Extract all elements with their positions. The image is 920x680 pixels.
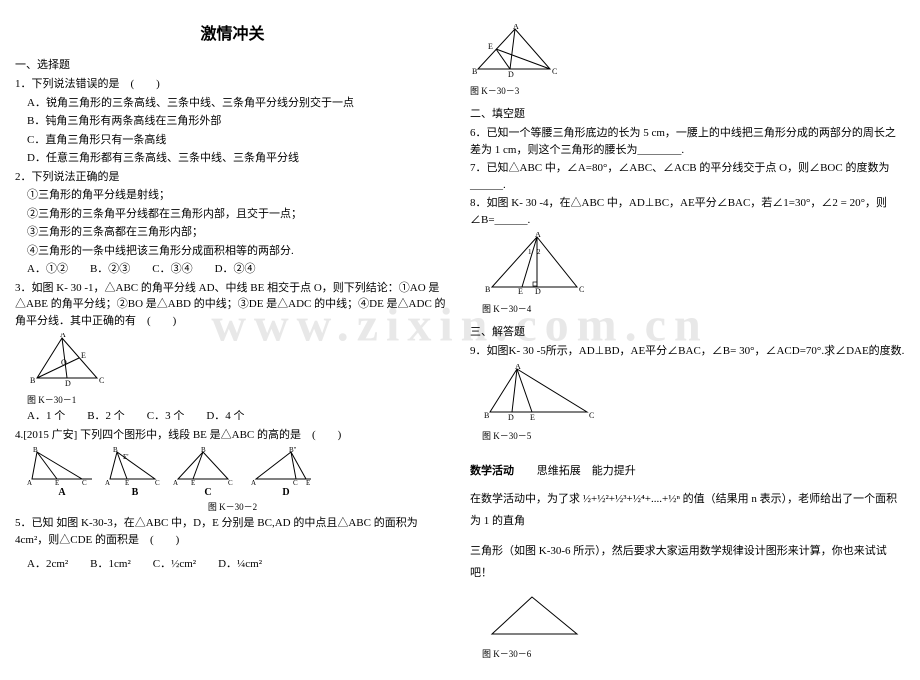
fig2-label-c: C: [204, 487, 211, 498]
question-8: 8．如图 K- 30 -4，在△ABC 中，AD⊥BC，AE平分∠BAC，若∠1…: [470, 195, 905, 228]
question-6: 6．已知一个等腰三角形底边的长为 5 cm，一腰上的中线把三角形分成的两部分的周…: [470, 125, 905, 158]
q1-opt-b: B．钝角三角形有两条高线在三角形外部: [27, 113, 450, 130]
svg-text:C: C: [579, 285, 584, 294]
figure-1: A B C D E O: [27, 333, 450, 391]
svg-text:A: A: [105, 479, 110, 487]
q1-opt-a: A．锐角三角形的三条高线、三条中线、三条角平分线分别交于一点: [27, 95, 450, 112]
svg-text:1: 1: [528, 248, 532, 256]
left-column: 激情冲关 一、选择题 1．下列说法错误的是 ( ) A．锐角三角形的三条高线、三…: [15, 20, 450, 660]
figure-6: [482, 592, 905, 645]
math-activity-section: 数学活动 思维拓展 能力提升 在数学活动中，为了求 ½+½²+½³+½⁴+...…: [470, 462, 905, 660]
svg-text:B: B: [484, 411, 489, 420]
question-7: 7．已知△ABC 中，∠A=80°，∠ABC、∠ACB 的平分线交于点 O，则∠…: [470, 160, 905, 193]
svg-text:B'': B'': [289, 447, 296, 454]
svg-text:B: B: [113, 447, 118, 454]
question-5: 5．已知 如图 K-30-3，在△ABC 中，D，E 分别是 BC,AD 的中点…: [15, 515, 450, 548]
q2-stmt-3: ③三角形的三条高都在三角形内部；: [27, 224, 450, 241]
svg-text:C: C: [293, 479, 298, 487]
svg-text:B: B: [485, 285, 490, 294]
figure-3: A B C D E: [470, 24, 905, 82]
svg-text:C: C: [99, 376, 104, 385]
math-title-main: 数学活动: [470, 465, 514, 477]
svg-text:A: A: [60, 333, 66, 339]
svg-text:A: A: [173, 479, 178, 487]
q2-options: A．①② B．②③ C．③④ D．②④: [27, 261, 450, 278]
q5-options: A．2cm² B．1cm² C．½cm² D．¼cm²: [27, 556, 450, 573]
svg-text:A: A: [27, 479, 32, 487]
svg-text:E: E: [81, 351, 86, 360]
fig2-label-d: D: [282, 487, 289, 498]
svg-text:A: A: [513, 24, 519, 31]
svg-text:C: C: [228, 479, 233, 487]
svg-text:D: D: [65, 379, 71, 388]
svg-text:2: 2: [537, 248, 541, 256]
figure-1-svg: A B C D E O: [27, 333, 107, 388]
q2-stmt-2: ②三角形的三条角平分线都在三角形内部，且交于一点；: [27, 206, 450, 223]
figure-6-caption: 图 K－30－6: [482, 647, 905, 660]
question-1: 1．下列说法错误的是 ( ): [15, 76, 450, 93]
math-title-sub: 思维拓展 能力提升: [537, 465, 636, 477]
svg-text:A: A: [535, 232, 541, 239]
fig2-label-b: B: [132, 487, 139, 498]
question-3: 3．如图 K- 30 -1，△ABC 的角平分线 AD、中线 BE 相交于点 O…: [15, 280, 450, 330]
section-3-header: 三、解答题: [470, 323, 905, 339]
math-paragraph-2: 三角形（如图 K-30-6 所示），然后要求大家运用数学规律设计图形来计算，你也…: [470, 540, 905, 584]
figure-2-row: B A C E A B A E C E' B: [27, 447, 450, 498]
question-4: 4.[2015 广安] 下列四个图形中，线段 BE 是△ABC 的高的是 ( ): [15, 427, 450, 444]
q1-opt-d: D．任意三角形都有三条高线、三条中线、三条角平分线: [27, 150, 450, 167]
fig2-label-a: A: [58, 487, 65, 498]
svg-text:O: O: [61, 358, 67, 367]
svg-text:C: C: [155, 479, 160, 487]
figure-2b: B A E C E' B: [105, 447, 165, 498]
figure-4-caption: 图 K－30－4: [482, 302, 905, 315]
figure-5: A B D E C: [482, 364, 905, 427]
svg-text:E: E: [55, 479, 59, 487]
figure-5-caption: 图 K－30－5: [482, 429, 905, 442]
question-9: 9．如图K- 30 -5所示，AD⊥BD，AE平分∠BAC，∠B= 30°，∠A…: [470, 343, 905, 360]
svg-text:A: A: [251, 479, 256, 487]
figure-2d: B'' A C E D: [251, 447, 321, 498]
figure-1-caption: 图 K－30－1: [27, 393, 450, 406]
svg-text:E: E: [488, 42, 493, 51]
svg-text:E: E: [518, 287, 523, 296]
figure-4: A B C E D 1 2: [482, 232, 905, 300]
q2-stmt-1: ①三角形的角平分线是射线；: [27, 187, 450, 204]
svg-text:B: B: [472, 67, 477, 76]
svg-text:B: B: [33, 447, 38, 454]
page-title: 激情冲关: [15, 20, 450, 44]
svg-text:D: D: [508, 413, 514, 422]
question-2: 2．下列说法正确的是: [15, 169, 450, 186]
svg-text:B: B: [201, 447, 206, 454]
q3-options: A．1 个 B．2 个 C．3 个 D．4 个: [27, 408, 450, 425]
math-activity-title: 数学活动 思维拓展 能力提升: [470, 462, 905, 478]
figure-2a: B A C E A: [27, 447, 97, 498]
svg-text:E: E: [530, 413, 535, 422]
figure-3-caption: 图 K－30－3: [470, 84, 905, 97]
section-1-header: 一、选择题: [15, 56, 450, 72]
svg-text:D: D: [508, 70, 514, 79]
svg-text:E: E: [306, 479, 310, 487]
svg-text:E': E': [123, 453, 129, 461]
svg-text:C: C: [589, 411, 594, 420]
svg-text:C: C: [82, 479, 87, 487]
svg-text:A: A: [515, 364, 521, 371]
svg-text:B: B: [30, 376, 35, 385]
q1-opt-c: C．直角三角形只有一条高线: [27, 132, 450, 149]
right-column: A B C D E 图 K－30－3 二、填空题 6．已知一个等腰三角形底边的长…: [470, 20, 905, 660]
svg-text:D: D: [535, 287, 541, 296]
section-2-header: 二、填空题: [470, 105, 905, 121]
svg-text:E: E: [191, 479, 195, 487]
figure-2c: B A E C C: [173, 447, 243, 498]
page-content: 激情冲关 一、选择题 1．下列说法错误的是 ( ) A．锐角三角形的三条高线、三…: [0, 0, 920, 680]
figure-2-caption: 图 K－30－2: [15, 500, 450, 513]
svg-text:C: C: [552, 67, 557, 76]
q2-stmt-4: ④三角形的一条中线把该三角形分成面积相等的两部分.: [27, 243, 450, 260]
math-paragraph-1: 在数学活动中，为了求 ½+½²+½³+½⁴+....+½ⁿ 的值（结果用 n 表…: [470, 488, 905, 532]
svg-text:E: E: [125, 479, 129, 487]
